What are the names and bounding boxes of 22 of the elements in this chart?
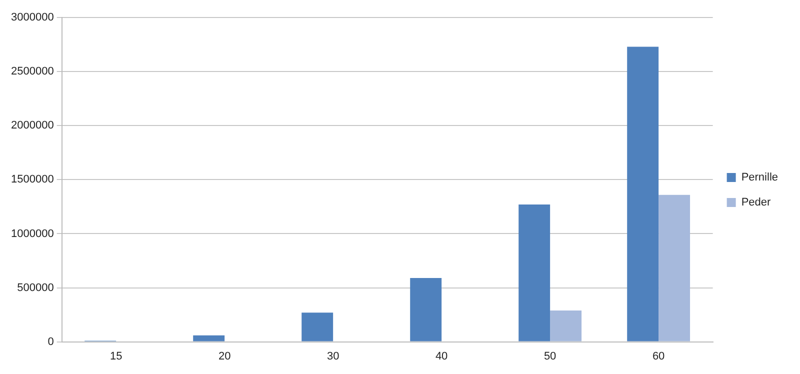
y-tick-label: 0 <box>48 336 54 348</box>
bar <box>550 310 582 342</box>
y-tick-label: 2500000 <box>10 66 54 78</box>
x-tick-label: 50 <box>544 350 556 362</box>
bar <box>193 335 225 342</box>
bar <box>518 204 550 342</box>
x-tick-label: 60 <box>652 350 665 362</box>
y-tick-label: 1500000 <box>10 174 54 186</box>
y-tick-label: 3000000 <box>10 12 54 24</box>
x-tick-label: 20 <box>218 350 231 362</box>
bar <box>410 278 442 342</box>
legend-label: Peder <box>741 196 772 209</box>
y-tick-label: 500000 <box>17 282 54 294</box>
bar <box>627 46 659 342</box>
x-tick-label: 15 <box>110 350 122 362</box>
x-tick-label: 30 <box>326 350 340 362</box>
bar <box>302 312 334 342</box>
x-tick-label: 40 <box>435 350 448 362</box>
y-tick-label: 1000000 <box>10 228 54 240</box>
y-tick-label: 2000000 <box>10 120 54 132</box>
legend-label: Pernille <box>741 172 778 184</box>
bar <box>658 194 690 342</box>
